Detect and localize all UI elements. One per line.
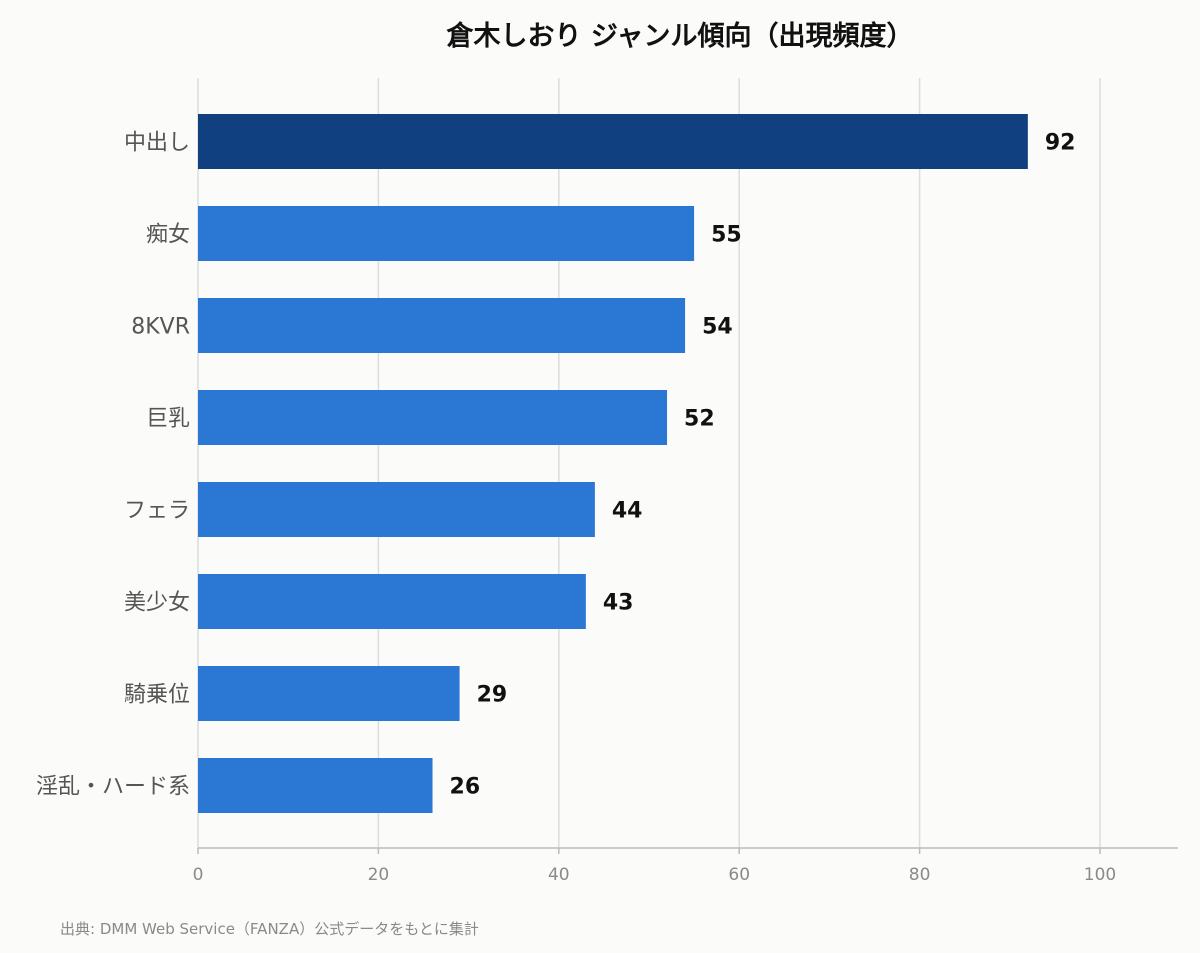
x-axis-ticks: 0 20 40 60 80 100	[193, 848, 1116, 885]
value-label: 52	[684, 407, 715, 432]
bar	[198, 574, 586, 629]
chart-title: 倉木しおり ジャンル傾向（出現頻度）	[445, 20, 913, 52]
value-label: 43	[603, 591, 634, 616]
bar	[198, 298, 686, 353]
bar	[198, 390, 668, 445]
value-label: 92	[1045, 131, 1076, 156]
category-label: 痴女	[146, 223, 190, 248]
tick-label: 0	[193, 865, 204, 885]
bar	[198, 114, 1028, 169]
value-label: 44	[612, 499, 643, 524]
tick-label: 100	[1084, 865, 1116, 885]
value-label: 26	[450, 775, 481, 800]
tick-label: 60	[728, 865, 750, 885]
value-label: 29	[477, 683, 508, 708]
bar	[198, 206, 695, 261]
bar	[198, 758, 433, 813]
category-label: 8KVR	[131, 315, 190, 340]
tick-label: 40	[548, 865, 570, 885]
category-label: 美少女	[124, 591, 190, 616]
category-label: フェラ	[124, 499, 190, 524]
value-label: 54	[702, 315, 733, 340]
source-note: 出典: DMM Web Service（FANZA）公式データをもとに集計	[60, 920, 479, 938]
category-label: 中出し	[124, 131, 190, 156]
value-label: 55	[711, 223, 742, 248]
tick-label: 80	[909, 865, 931, 885]
category-label: 淫乱・ハード系	[36, 775, 190, 800]
bars	[198, 114, 1028, 813]
bar	[198, 666, 460, 721]
category-label: 巨乳	[146, 407, 190, 432]
bar	[198, 482, 595, 537]
category-label: 騎乗位	[124, 683, 190, 708]
tick-label: 20	[368, 865, 390, 885]
value-labels: 92 55 54 52 44 43 29 26	[450, 131, 1076, 800]
